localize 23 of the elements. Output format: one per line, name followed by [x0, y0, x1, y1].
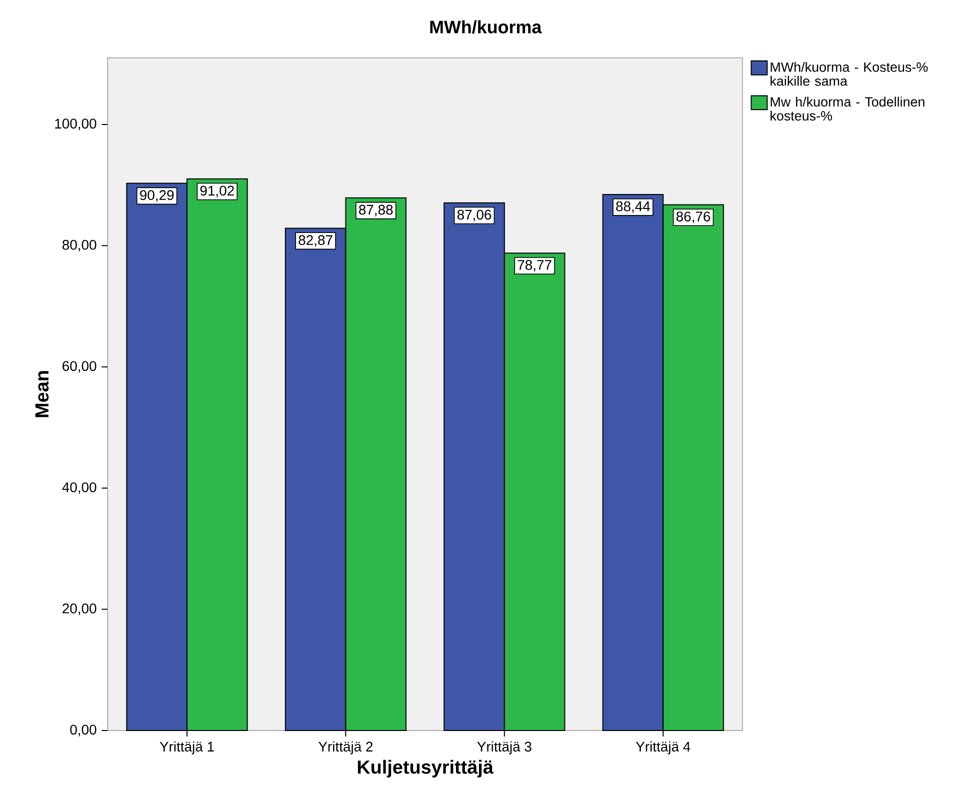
data-label: 90,29	[140, 190, 174, 202]
chart-title: MWh/kuorma	[430, 20, 542, 34]
data-label: 87,06	[457, 210, 492, 222]
data-label: 91,02	[200, 186, 234, 198]
data-label: 82,87	[298, 235, 332, 247]
y-tick-label: 0,00	[70, 724, 96, 736]
x-tick-label: Yrittäjä 2	[318, 741, 373, 754]
data-label: 87,88	[359, 204, 393, 216]
y-tick-label: 20,00	[62, 603, 96, 615]
data-label: 88,44	[616, 201, 650, 213]
y-tick-label: 40,00	[62, 482, 96, 494]
x-tick-label: Yrittäjä 4	[636, 741, 690, 754]
data-label: 86,76	[676, 211, 710, 223]
y-tick-label: 80,00	[62, 240, 96, 252]
x-tick-label: Yrittäjä 1	[160, 741, 214, 754]
data-label: 78,77	[518, 260, 552, 272]
x-tick-label: Yrittäjä 3	[477, 741, 532, 754]
y-tick-label: 100,00	[55, 118, 96, 130]
y-tick-label: 60,00	[62, 360, 96, 373]
legend-label: MWh/kuorma - Kosteus-% kaikille sama	[770, 62, 928, 86]
y-axis-title: Mean	[35, 370, 49, 417]
legend-label: Mw h/kuorma - Todellinen kosteus-%	[770, 96, 924, 120]
x-axis-title: Kuljetusyrittäjä	[358, 760, 494, 778]
